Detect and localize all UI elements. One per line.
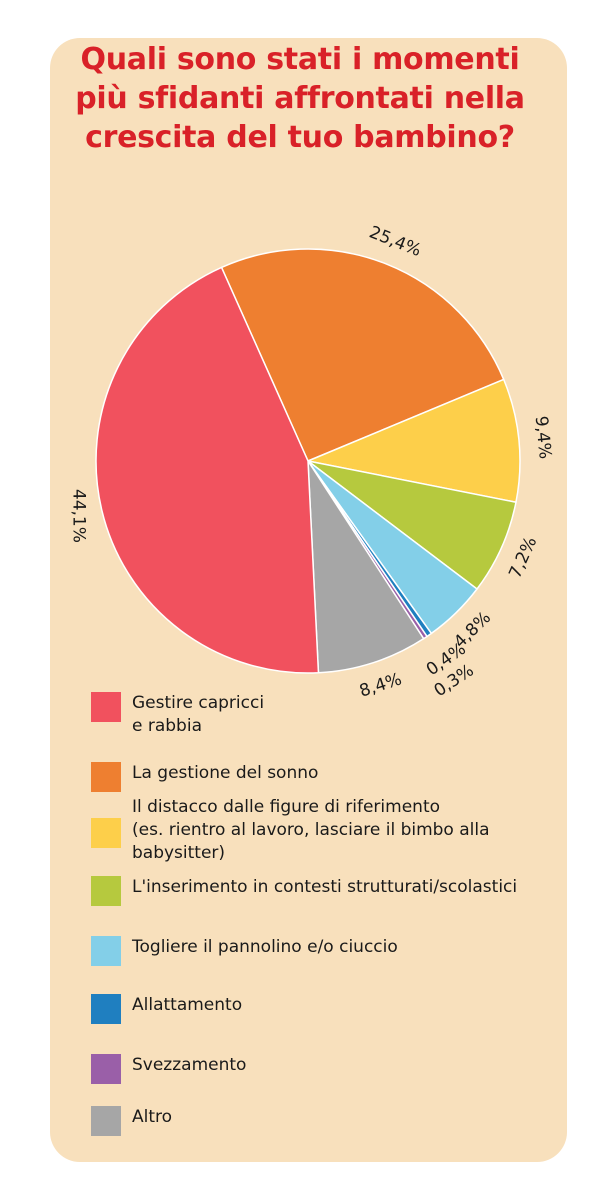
- legend-label-sonno: La gestione del sonno: [132, 763, 319, 783]
- legend-label-pannolino: Togliere il pannolino e/o ciuccio: [132, 937, 398, 957]
- pie-slice-6: [307, 458, 425, 674]
- legend-swatch-svezzamento: [91, 1054, 121, 1084]
- legend-label-inserimento: L'inserimento in contesti strutturati/sc…: [132, 877, 518, 897]
- legend-swatch-sonno: [91, 762, 121, 792]
- pie-slice-1: [305, 378, 521, 504]
- legend-label-capricci-line2: e rabbia: [132, 716, 202, 736]
- legend-swatch-altro: [91, 1106, 121, 1136]
- chart-title: Quali sono stati i momenti più sfidanti …: [0, 40, 600, 157]
- legend-swatch-allattamento: [91, 994, 121, 1024]
- pie-label-1: 9,4%: [531, 415, 555, 460]
- legend-swatch-inserimento: [91, 876, 121, 906]
- pie-label-7: 44,1%: [69, 489, 89, 543]
- title-line-2: più sfidanti affrontati nella: [75, 81, 525, 116]
- legend-label-distacco-line3: babysitter): [132, 843, 226, 863]
- legend-label-distacco-line1: Il distacco dalle figure di riferimento: [132, 797, 441, 817]
- legend-label-altro: Altro: [132, 1107, 173, 1127]
- legend-swatch-capricci: [91, 692, 121, 722]
- title-line-3: crescita del tuo bambino?: [85, 120, 515, 155]
- pie-slice-0: [220, 248, 505, 462]
- pie-label-2: 7,2%: [505, 534, 541, 582]
- pie-slice-7: [95, 266, 320, 674]
- legend-swatch-pannolino: [91, 936, 121, 966]
- legend-label-capricci-line1: Gestire capricci: [132, 693, 265, 713]
- legend-swatch-distacco: [91, 818, 121, 848]
- title-line-1: Quali sono stati i momenti: [80, 42, 520, 77]
- legend-label-svezzamento: Svezzamento: [132, 1055, 247, 1075]
- legend-label-distacco-line2: (es. rientro al lavoro, lasciare il bimb…: [132, 820, 490, 840]
- legend-label-allattamento: Allattamento: [132, 995, 243, 1015]
- pie-label-0: 25,4%: [366, 222, 424, 261]
